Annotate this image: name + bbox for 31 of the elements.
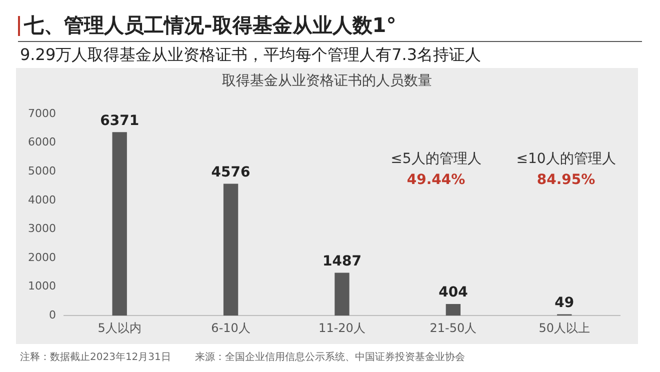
data-label: 6371 [100, 112, 140, 129]
y-tick-label: 4000 [28, 193, 56, 206]
x-tick-label: 11-20人 [318, 320, 366, 335]
y-tick-label: 2000 [28, 250, 56, 264]
y-tick-label: 1000 [28, 280, 56, 293]
data-label: 49 [554, 294, 574, 311]
y-tick-label: 7000 [28, 106, 56, 120]
annotation: ≤5人的管理人 [390, 150, 482, 168]
bar [446, 304, 461, 316]
chart-subtitle: 9.29万人取得基金从业资格证书，平均每个管理人有7.3名持证人 [20, 45, 482, 66]
annotation: ≤10人的管理人 [515, 150, 617, 168]
y-tick-label: 5000 [28, 164, 56, 178]
x-tick-label: 21-50人 [430, 320, 477, 335]
bar [223, 184, 238, 316]
chart-title: 七、管理人员工情况-取得基金从业人数1° [24, 12, 396, 39]
y-tick-label: 3000 [28, 222, 56, 236]
source-note: 来源：全国企业信用信息公示系统、中国证券投资基金业协会 [194, 352, 465, 363]
annotation: 49.44% [406, 172, 466, 188]
data-label: 4576 [211, 164, 250, 180]
data-label: 1487 [322, 253, 362, 270]
text: 取得基金从业资格证书的人员数量 [221, 72, 433, 90]
text: 注释：数据截止2023年12月31日 [20, 352, 171, 363]
x-tick-label: 5人以内 [98, 320, 142, 335]
x-tick-label: 6-10人 [211, 320, 250, 335]
bar [334, 272, 350, 316]
y-tick-label: 6000 [28, 136, 56, 149]
annotation: 84.95% [536, 172, 596, 188]
bar [112, 132, 127, 316]
data-label: 404 [438, 284, 468, 301]
y-tick-label: 0 [48, 308, 56, 322]
x-tick-label: 50人以上 [538, 320, 590, 335]
